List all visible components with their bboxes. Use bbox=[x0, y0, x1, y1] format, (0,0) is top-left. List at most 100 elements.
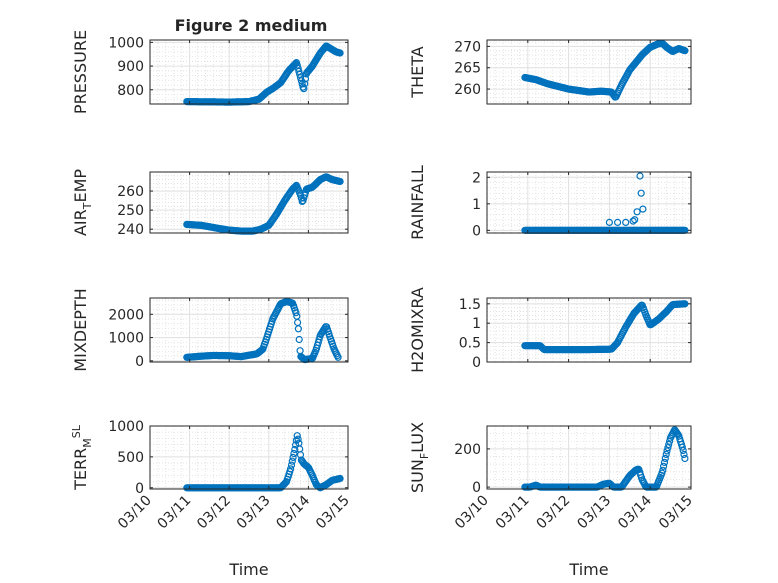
y-axis-label-part: AIR bbox=[71, 209, 90, 236]
axes-box bbox=[149, 39, 349, 105]
x-tick-label: 03/15 bbox=[313, 493, 353, 533]
y-axis-label-part: SL bbox=[70, 424, 83, 438]
data-point bbox=[660, 458, 669, 466]
data-point bbox=[637, 189, 645, 197]
data-point bbox=[659, 462, 668, 470]
y-tick-label: 500 bbox=[117, 450, 144, 466]
figure-title: Figure 2 medium bbox=[175, 16, 328, 35]
x-tick-label: 03/10 bbox=[452, 493, 492, 533]
y-axis-label-part: F bbox=[418, 453, 431, 459]
data-point bbox=[294, 325, 302, 333]
y-axis-label-part: THETA bbox=[408, 46, 427, 98]
data-point bbox=[336, 177, 344, 186]
y-axis-label: SUNFLUX bbox=[408, 422, 431, 493]
data-point bbox=[336, 49, 344, 57]
data-point bbox=[613, 218, 622, 226]
data-point bbox=[633, 208, 641, 216]
y-tick-label: 0 bbox=[472, 223, 481, 239]
x-axis-label: Time bbox=[568, 560, 608, 579]
y-axis-label-part: M bbox=[81, 438, 94, 448]
data-point bbox=[681, 47, 689, 55]
data-point bbox=[622, 218, 630, 226]
subplot-rainfall: 0 1 2 RAINFALL bbox=[408, 165, 692, 240]
data-point bbox=[294, 435, 302, 443]
x-tick-label: 03/11 bbox=[155, 493, 195, 533]
y-tick-label: 0.5 bbox=[459, 336, 481, 352]
subplot-air-temp: 240 250 260 AIRTEMP bbox=[71, 169, 349, 238]
plot-area bbox=[487, 172, 691, 233]
x-tick-label: 03/10 bbox=[115, 493, 155, 533]
axes-box bbox=[149, 171, 349, 234]
y-axis-label-part: PRESSURE bbox=[71, 30, 90, 114]
data-point bbox=[334, 353, 342, 361]
y-tick-label: 1000 bbox=[108, 419, 144, 435]
subplot-h2omixra: 0 0.5 1 1.5 H2OMIXRA bbox=[408, 287, 692, 373]
data-point bbox=[631, 216, 639, 224]
y-tick-label: 900 bbox=[117, 59, 144, 75]
y-axis-label-part: H2OMIXRA bbox=[408, 287, 427, 373]
y-axis-label-part: MIXDEPTH bbox=[71, 288, 90, 371]
y-axis-label: TERRMSL bbox=[70, 424, 94, 491]
y-tick-label: 240 bbox=[117, 222, 144, 238]
data-point bbox=[629, 217, 637, 225]
y-tick-label: 0 bbox=[472, 480, 481, 496]
data-point bbox=[295, 335, 303, 344]
y-tick-label: 200 bbox=[454, 442, 481, 458]
data-point bbox=[680, 450, 688, 459]
axes-box bbox=[486, 171, 692, 234]
axes-box bbox=[486, 297, 692, 363]
subplot-theta: 260 265 270 THETA bbox=[408, 39, 692, 105]
data-point bbox=[336, 474, 344, 483]
y-tick-label: 260 bbox=[454, 82, 481, 98]
y-axis-label: THETA bbox=[408, 46, 427, 98]
data-point bbox=[681, 300, 689, 308]
data-point bbox=[664, 444, 672, 452]
plot-area bbox=[150, 40, 348, 104]
x-tick-label: 03/14 bbox=[273, 492, 313, 532]
y-tick-label: 1.5 bbox=[459, 297, 481, 313]
subplot-pressure: 800 900 1000 PRESSURE bbox=[71, 30, 349, 114]
y-axis-label: H2OMIXRA bbox=[408, 287, 427, 373]
y-tick-label: 2 bbox=[472, 170, 481, 186]
data-point bbox=[289, 453, 297, 461]
y-axis-label: AIRTEMP bbox=[71, 169, 94, 236]
x-tick-label: 03/12 bbox=[194, 493, 234, 533]
data-point bbox=[665, 440, 673, 449]
y-tick-label: 800 bbox=[117, 83, 144, 99]
y-tick-label: 2000 bbox=[108, 307, 144, 323]
y-tick-label: 250 bbox=[117, 203, 144, 219]
data-point bbox=[678, 443, 686, 451]
y-axis-label-part: TERR bbox=[71, 448, 90, 491]
x-tick-label: 03/13 bbox=[574, 493, 614, 533]
x-axis-label: Time bbox=[228, 560, 268, 579]
axes-box bbox=[486, 425, 692, 490]
y-tick-label: 0 bbox=[135, 354, 144, 370]
data-point bbox=[315, 335, 323, 343]
subplot-sun-flux: 0 200 03/10 03/11 03/12 03/13 03/14 03/15 Time SU… bbox=[408, 422, 696, 579]
y-axis-label-part: T bbox=[81, 202, 94, 210]
y-axis-label: RAINFALL bbox=[408, 165, 427, 240]
data-point bbox=[296, 70, 304, 79]
y-tick-label: 270 bbox=[454, 39, 481, 55]
data-point bbox=[292, 309, 300, 317]
y-tick-label: 1000 bbox=[108, 35, 144, 51]
data-point bbox=[290, 449, 298, 458]
data-point bbox=[659, 466, 667, 474]
axes-box bbox=[149, 297, 349, 363]
y-axis-label-part: SUN bbox=[408, 459, 427, 493]
x-tick-label: 03/13 bbox=[234, 493, 274, 533]
data-point bbox=[681, 454, 689, 463]
y-tick-label: 265 bbox=[454, 61, 481, 77]
data-point bbox=[298, 197, 306, 205]
y-tick-label: 1000 bbox=[108, 331, 144, 347]
y-tick-label: 1 bbox=[472, 316, 481, 332]
data-point bbox=[605, 218, 614, 226]
axes-box bbox=[149, 425, 349, 490]
y-tick-label: 0 bbox=[135, 481, 144, 497]
subplot-mixdepth: 0 1000 2000 MIXDEPTH bbox=[71, 288, 349, 372]
x-tick-label: 03/11 bbox=[493, 493, 533, 533]
data-point bbox=[301, 75, 310, 83]
data-point bbox=[288, 457, 296, 465]
axes-box bbox=[486, 39, 692, 105]
data-point bbox=[636, 172, 644, 180]
